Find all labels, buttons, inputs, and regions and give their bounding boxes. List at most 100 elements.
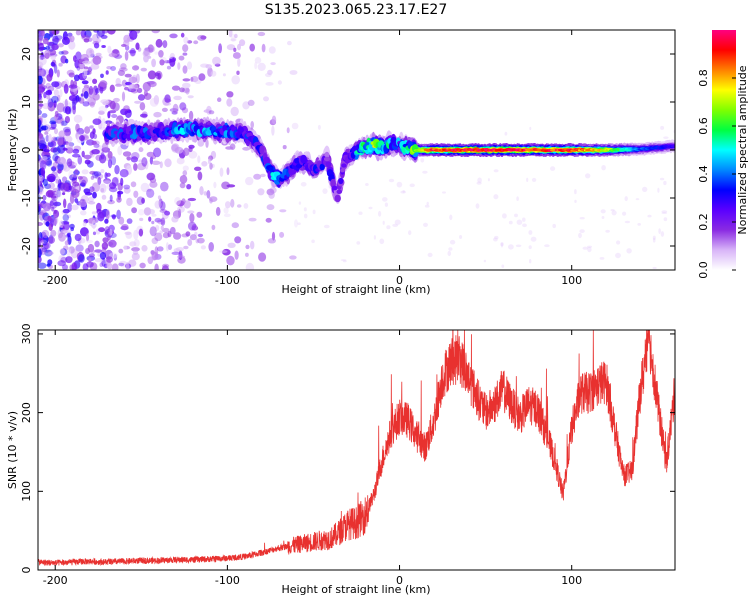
spectrogram-noise-blob (55, 176, 61, 185)
spectrogram-noise-blob (38, 132, 44, 141)
colorbar: 0.0 0.2 0.4 0.6 0.8 Normalized spectral ampl… (697, 30, 749, 279)
spectrogram-noise-blob (69, 223, 75, 229)
spectrogram-noise-blob (141, 157, 148, 167)
spectrogram-noise-blob (38, 103, 44, 107)
spectrogram-noise-blob (42, 202, 52, 212)
spectrogram-noise-blob (72, 174, 79, 178)
spectrogram-noise-blob (420, 158, 425, 163)
spectrogram-noise-blob (58, 51, 64, 55)
spectrogram-noise-blob (128, 76, 138, 84)
spectrogram-noise-blob (58, 232, 66, 242)
spectrogram-noise-blob (579, 229, 585, 234)
spectrogram-noise-blob (73, 74, 80, 82)
spectrogram-noise-blob (266, 204, 275, 211)
spectrogram-noise-blob (140, 113, 148, 118)
spectrogram-noise-blob (186, 61, 193, 70)
spectrogram-noise-blob (138, 228, 144, 237)
spectrogram-noise-blob (83, 91, 89, 99)
spectrogram-noise-blob (69, 35, 75, 43)
spectrogram-noise-blob (215, 206, 221, 216)
spectrogram-noise-blob (263, 96, 269, 102)
spectrogram-noise-blob (61, 120, 68, 126)
spectrogram-ridge-blob (390, 136, 397, 145)
spectrogram-noise-blob (549, 285, 552, 287)
spectrogram-noise-blob (57, 260, 66, 267)
spectrogram-noise-blob (209, 162, 213, 170)
spectrogram-noise-blob (123, 187, 131, 194)
spectrogram-noise-blob (131, 252, 140, 261)
spectrogram-noise-blob (79, 176, 88, 185)
spectrogram-noise-blob (109, 194, 113, 202)
spectrogram-noise-blob (267, 238, 276, 244)
spectrogram-noise-blob (230, 38, 237, 42)
spectrogram-noise-blob (129, 30, 138, 40)
spectrogram-noise-blob (72, 101, 76, 111)
spectrogram-noise-blob (146, 172, 156, 181)
spectrogram-noise-blob (515, 244, 522, 248)
spectrogram-noise-blob (245, 262, 255, 270)
spectrogram-noise-blob (582, 246, 589, 250)
spectrogram-noise-blob (40, 167, 46, 177)
spectrogram-noise-blob (663, 217, 668, 222)
spectrogram-noise-blob (47, 98, 54, 108)
spectrogram-noise-blob (206, 105, 212, 115)
spectrogram-noise-blob (124, 73, 132, 78)
spectrogram-noise-blob (49, 198, 58, 209)
spectrogram-noise-blob (183, 36, 189, 44)
spectrogram-noise-blob (600, 209, 606, 214)
spectrogram-noise-blob (126, 197, 133, 207)
spectrogram-noise-blob (159, 230, 163, 234)
spectrogram-noise-blob (194, 166, 202, 171)
spectrogram-noise-blob (108, 239, 117, 248)
spectrogram-noise-blob (38, 203, 42, 212)
spectrogram-noise-blob (65, 256, 73, 264)
spectrogram-noise-blob (113, 97, 120, 103)
spectrogram-noise-blob (312, 209, 316, 215)
spectrogram-noise-blob (138, 209, 145, 216)
spectrogram-noise-blob (157, 246, 164, 252)
spectrogram-noise-blob (87, 201, 96, 205)
spectrogram-noise-blob (91, 249, 95, 254)
spectrogram-noise-blob (663, 180, 667, 186)
spectrogram-noise-blob (129, 50, 136, 57)
spectrogram-noise-blob (659, 177, 665, 181)
spectrogram-noise-blob (574, 189, 577, 195)
spectrogram-noise-blob (46, 221, 50, 227)
spectrogram-noise-blob (95, 52, 102, 57)
spectrogram-noise-blob (211, 224, 216, 231)
spectrogram-noise-blob (159, 161, 163, 169)
spectrogram-noise-blob (119, 169, 129, 178)
spectrogram-noise-blob (601, 216, 605, 219)
spectrogram-noise-blob (161, 107, 168, 112)
spectrogram-noise-blob (174, 96, 182, 101)
spectrogram-noise-blob (250, 240, 255, 250)
spectrogram-noise-blob (136, 196, 145, 205)
spectrogram-noise-blob (179, 87, 185, 93)
spectrogram-noise-blob (149, 181, 158, 188)
spectrogram-noise-blob (231, 222, 239, 229)
spectrogram-noise-blob (134, 100, 142, 104)
spectrogram-noise-blob (42, 194, 47, 201)
spectrogram-noise-blob (287, 40, 292, 46)
spectrogram-noise-blob (157, 195, 162, 200)
spectrogram-noise-blob (63, 135, 73, 144)
spectrogram-noise-blob (182, 52, 188, 56)
spectrogram-noise-blob (270, 62, 276, 66)
spectrogram-noise-blob (52, 147, 61, 155)
colorbar-tick-label: 0.4 (697, 165, 710, 183)
snr-y-tick-label: 200 (20, 402, 33, 423)
spectrogram-noise-blob (504, 131, 508, 136)
spectrogram-noise-blob (186, 184, 192, 190)
spectrogram-noise-blob (64, 98, 68, 108)
spectrogram-noise-blob (323, 224, 330, 229)
spectrogram-noise-blob (46, 73, 53, 82)
spectrogram-noise-blob (226, 255, 235, 266)
spectrogram-noise-blob (232, 52, 241, 59)
spectrogram-noise-blob (449, 239, 456, 245)
spectrogram-noise-blob (205, 138, 209, 148)
spectrogram-noise-blob (84, 191, 93, 196)
spectrogram-noise-blob (88, 85, 94, 95)
spectrogram-noise-blob (476, 181, 482, 185)
spectrogram-noise-blob (200, 63, 209, 68)
